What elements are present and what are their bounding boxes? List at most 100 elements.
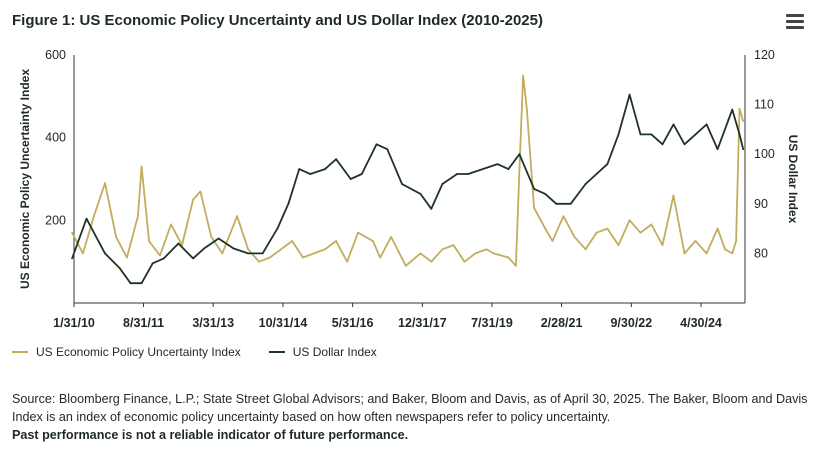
- dollar-point: [694, 133, 697, 136]
- dollar-point: [595, 173, 598, 175]
- dollar-point: [518, 153, 521, 156]
- source-note: Source: Bloomberg Finance, L.P.; State S…: [12, 390, 820, 444]
- epu-point: [71, 231, 73, 234]
- chart-title: Figure 1: US Economic Policy Uncertainty…: [12, 12, 543, 29]
- epu-point: [738, 107, 741, 110]
- epu-point: [441, 248, 444, 251]
- epu-point: [573, 236, 576, 238]
- dollar-point: [555, 202, 558, 205]
- epu-point: [137, 215, 139, 218]
- legend-item-dollar[interactable]: US Dollar Index: [268, 345, 377, 359]
- epu-point: [357, 231, 359, 234]
- epu-point: [258, 260, 260, 263]
- epu-point: [430, 260, 433, 263]
- legend-label-epu: US Economic Policy Uncertainty Index: [36, 345, 241, 359]
- dollar-point: [335, 158, 337, 161]
- dollar-point: [140, 282, 143, 285]
- epu-point: [639, 231, 642, 234]
- dollar-point: [232, 247, 235, 250]
- dollar-point: [104, 252, 106, 255]
- x-tick-label: 9/30/22: [610, 316, 652, 330]
- dollar-point: [247, 252, 250, 255]
- dollar-point: [727, 118, 730, 121]
- dollar-point: [349, 178, 352, 180]
- dollar-point: [430, 207, 433, 210]
- dollar-point: [716, 148, 719, 151]
- epu-point: [525, 107, 528, 110]
- epu-point: [192, 198, 195, 201]
- dollar-point: [151, 262, 154, 265]
- epu-point: [93, 215, 95, 218]
- epu-point: [716, 227, 719, 230]
- epu-point: [551, 240, 554, 242]
- x-tick-label: 3/31/13: [192, 316, 234, 330]
- epu-point: [419, 252, 422, 255]
- series-line-dollar: [71, 93, 745, 285]
- dollar-point: [606, 163, 609, 166]
- epu-point: [210, 236, 213, 238]
- dollar-point: [481, 168, 484, 171]
- dollar-point: [731, 108, 734, 111]
- dollar-point: [456, 173, 458, 175]
- dollar-point: [118, 267, 121, 270]
- dollar-point: [419, 193, 422, 195]
- epu-point: [463, 260, 466, 263]
- left-tick-label: 200: [45, 213, 66, 227]
- legend-item-epu[interactable]: US Economic Policy Uncertainty Index: [12, 345, 241, 359]
- epu-point: [606, 227, 609, 230]
- epu-point: [492, 252, 495, 255]
- x-tick-label: 4/30/24: [680, 316, 722, 330]
- epu-point: [247, 248, 250, 251]
- right-tick-label: 80: [754, 246, 768, 260]
- dollar-point: [742, 148, 745, 151]
- epu-point: [148, 240, 150, 242]
- x-tick-label: 1/31/10: [53, 316, 95, 330]
- dollar-point: [496, 163, 499, 166]
- epu-point: [724, 248, 726, 251]
- dollar-point: [683, 143, 686, 146]
- epu-point: [390, 236, 392, 238]
- epu-point: [515, 264, 517, 267]
- epu-point: [522, 74, 524, 77]
- epu-point: [562, 215, 565, 218]
- right-tick-label: 90: [754, 197, 768, 211]
- x-tick-label: 7/31/19: [471, 316, 513, 330]
- epu-point: [372, 240, 374, 242]
- dollar-point: [85, 217, 88, 220]
- epu-point: [474, 252, 477, 255]
- epu-point: [346, 260, 348, 263]
- dollar-point: [162, 257, 165, 260]
- epu-point: [404, 264, 407, 267]
- epu-point: [595, 231, 598, 234]
- epu-point: [533, 207, 535, 209]
- dollar-point: [401, 183, 403, 185]
- epu-point: [628, 219, 631, 222]
- epu-point: [735, 240, 737, 242]
- dollar-point: [672, 123, 675, 126]
- x-tick-label: 10/31/14: [259, 316, 308, 330]
- epu-point: [302, 256, 304, 259]
- epu-point: [104, 182, 106, 185]
- hamburger-menu-icon[interactable]: [786, 14, 804, 30]
- epu-point: [544, 227, 547, 230]
- dollar-point: [705, 123, 708, 126]
- epu-point: [672, 194, 675, 197]
- x-tick-label: 8/31/11: [123, 316, 164, 330]
- epu-point: [683, 252, 686, 255]
- x-tick-label: 5/31/16: [332, 316, 374, 330]
- right-axis-title: US Dollar Index: [786, 135, 800, 224]
- epu-point: [584, 248, 587, 251]
- series-line-epu: [71, 74, 745, 267]
- chart-area: 200 400 600 80 90 100 110 120 1/31/10 8/31/11 3/31…: [18, 48, 800, 330]
- right-tick-label: 120: [754, 48, 775, 62]
- dollar-point: [276, 227, 279, 230]
- legend-label-dollar: US Dollar Index: [292, 345, 377, 359]
- dollar-point: [217, 237, 220, 240]
- epu-point: [694, 240, 697, 242]
- legend-line-epu: [12, 351, 28, 353]
- epu-point: [518, 169, 521, 172]
- right-tick-label: 100: [754, 147, 775, 161]
- epu-point: [115, 236, 117, 238]
- epu-point: [661, 244, 664, 247]
- dollar-point: [177, 242, 180, 245]
